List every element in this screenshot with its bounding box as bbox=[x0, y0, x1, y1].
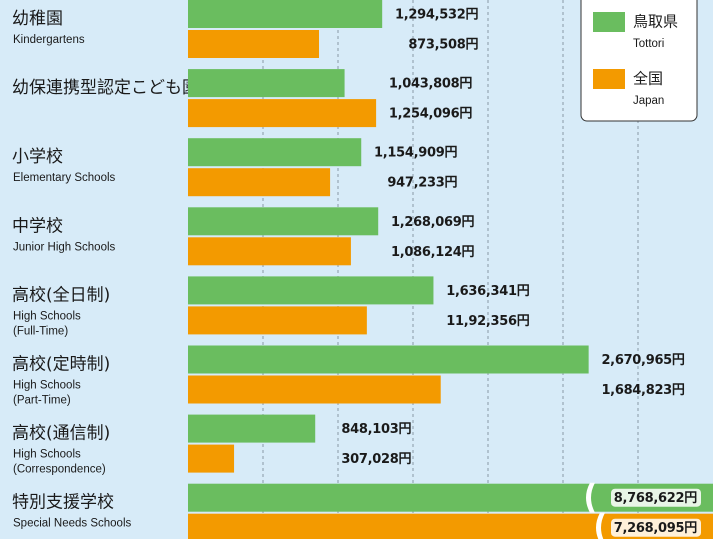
bar bbox=[188, 207, 379, 236]
bar bbox=[188, 306, 367, 335]
category-label: 高校(通信制) bbox=[12, 424, 110, 444]
legend-label: 全国 bbox=[633, 70, 663, 88]
category-label-en: (Full-Time) bbox=[13, 325, 68, 337]
category-label-en: (Part-Time) bbox=[13, 395, 71, 407]
category-label-en: High Schools bbox=[13, 380, 81, 392]
category-label-en: High Schools bbox=[13, 310, 81, 322]
value-label: 7,268,095円 bbox=[614, 521, 697, 536]
value-label: 1,043,808円 bbox=[389, 77, 472, 92]
category-label: 中学校 bbox=[12, 216, 63, 236]
value-label: 1,684,823円 bbox=[601, 383, 684, 398]
category-label: 幼保連携型認定こども園 bbox=[12, 78, 199, 98]
legend-label-en: Japan bbox=[633, 95, 664, 107]
value-label: 1,268,069円 bbox=[391, 215, 474, 230]
bar bbox=[188, 69, 345, 98]
category-label: 幼稚園 bbox=[12, 9, 63, 29]
category-label-en: (Correspondence) bbox=[13, 464, 106, 476]
category-label-en: Kindergartens bbox=[13, 34, 85, 46]
bar bbox=[188, 0, 383, 28]
bar bbox=[188, 444, 235, 473]
value-label: 873,508円 bbox=[408, 38, 478, 53]
category-label: 高校(全日制) bbox=[12, 285, 110, 305]
value-label-bg bbox=[611, 518, 701, 537]
legend-label-en: Tottori bbox=[633, 38, 664, 50]
bar bbox=[188, 30, 320, 58]
value-label: 8,768,622円 bbox=[614, 491, 697, 506]
value-label: 11,92,356円 bbox=[446, 314, 529, 329]
category-label: 特別支援学校 bbox=[12, 493, 114, 513]
legend-swatch bbox=[593, 69, 625, 89]
legend-label: 鳥取県 bbox=[633, 13, 678, 31]
value-label: 1,254,096円 bbox=[389, 107, 472, 122]
category-label: 小学校 bbox=[12, 147, 63, 167]
bar bbox=[188, 375, 441, 404]
bar bbox=[188, 168, 331, 197]
category-label-en: High Schools bbox=[13, 449, 81, 461]
bar bbox=[188, 276, 434, 305]
bar bbox=[188, 99, 377, 128]
value-label: 1,294,532円 bbox=[395, 8, 478, 23]
value-label: 1,636,341円 bbox=[446, 284, 529, 299]
value-label: 848,103円 bbox=[341, 422, 411, 437]
category-label-en: Elementary Schools bbox=[13, 172, 116, 184]
value-label: 1,086,124円 bbox=[391, 245, 474, 260]
bar bbox=[188, 345, 589, 374]
value-label: 947,233円 bbox=[387, 176, 457, 191]
bar bbox=[188, 138, 362, 167]
bar bbox=[188, 414, 316, 443]
legend-swatch bbox=[593, 12, 625, 32]
axis-break bbox=[586, 482, 595, 513]
category-label-en: Special Needs Schools bbox=[13, 518, 132, 530]
value-label: 2,670,965円 bbox=[601, 353, 684, 368]
value-label-bg bbox=[611, 488, 701, 507]
axis-break bbox=[596, 512, 605, 539]
category-label-en: Junior High Schools bbox=[13, 241, 116, 253]
bar bbox=[188, 237, 351, 266]
value-label: 1,154,909円 bbox=[374, 146, 457, 161]
category-label: 高校(定時制) bbox=[12, 355, 110, 375]
value-label: 307,028円 bbox=[341, 452, 411, 467]
